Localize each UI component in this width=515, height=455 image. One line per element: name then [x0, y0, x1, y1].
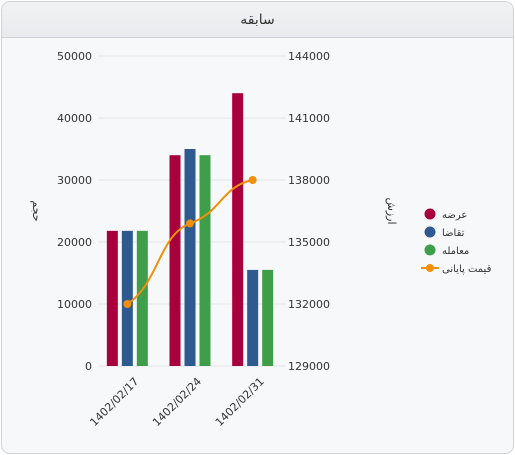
legend-label: تقاضا — [442, 228, 465, 239]
y-left-tick-label: 10000 — [57, 298, 92, 311]
legend-label: عرضه — [442, 210, 467, 221]
bar — [184, 149, 196, 366]
y-right-tick-label: 144000 — [288, 50, 330, 63]
y-left-tick-label: 20000 — [57, 236, 92, 249]
bar — [199, 155, 211, 366]
legend-marker — [424, 208, 436, 220]
x-tick-label: 1402/02/17 — [87, 375, 141, 429]
x-tick-label: 1402/02/31 — [213, 375, 267, 429]
x-tick-label: 1402/02/24 — [150, 375, 204, 429]
y-left-axis-title: حجم — [30, 200, 43, 221]
y-left-tick-label: 0 — [85, 360, 92, 373]
y-right-tick-label: 135000 — [288, 236, 330, 249]
y-right-tick-label: 132000 — [288, 298, 330, 311]
bar — [232, 93, 244, 366]
y-left-tick-label: 40000 — [57, 112, 92, 125]
y-left-tick-label: 30000 — [57, 174, 92, 187]
panel-title: سابقه — [240, 11, 275, 28]
y-right-tick-label: 129000 — [288, 360, 330, 373]
y-left-tick-label: 50000 — [57, 50, 92, 63]
legend-marker — [424, 226, 436, 238]
legend-label: قیمت پایانی — [442, 264, 492, 275]
bar — [262, 269, 274, 366]
y-right-tick-label: 141000 — [288, 112, 330, 125]
y-right-tick-label: 138000 — [288, 174, 330, 187]
bar — [106, 230, 118, 366]
panel-header: سابقه — [2, 2, 513, 38]
y-right-axis-title: ارزش — [385, 197, 398, 224]
price-point — [186, 219, 194, 228]
legend-label: معامله — [442, 246, 469, 257]
price-point — [248, 176, 257, 184]
legend-marker — [426, 264, 434, 272]
legend-marker — [424, 244, 436, 256]
bar — [169, 155, 181, 366]
bar — [121, 230, 133, 366]
bar — [247, 269, 259, 366]
price-point — [123, 300, 132, 308]
bar — [136, 230, 148, 366]
